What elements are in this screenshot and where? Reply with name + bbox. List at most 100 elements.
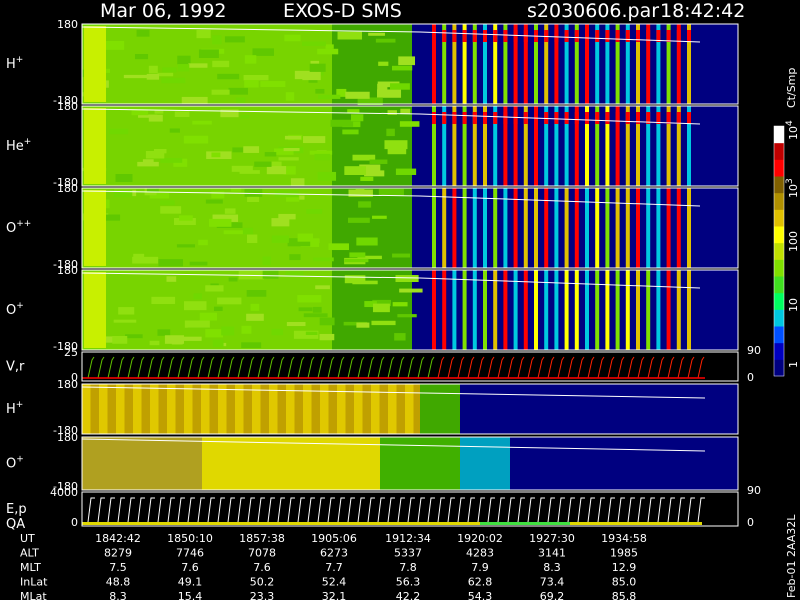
texture-cell — [145, 150, 165, 159]
velocity-mark — [257, 356, 265, 379]
ep-mark — [307, 497, 315, 523]
energy-stripe — [252, 384, 261, 434]
ep-mark — [397, 497, 405, 523]
texture-cell — [317, 48, 339, 55]
ep-mark — [547, 497, 555, 523]
velocity-mark — [117, 356, 125, 379]
texture-cell — [336, 88, 347, 97]
texture-cell — [198, 239, 208, 246]
species-sup: + — [16, 55, 24, 65]
ep-mark — [667, 497, 675, 523]
header-instrument: EXOS-D SMS — [283, 0, 402, 22]
peak-mark — [625, 30, 630, 42]
velocity-mark — [597, 356, 605, 379]
header-date: Mar 06, 1992 — [100, 0, 227, 22]
spin-stripe — [687, 106, 691, 186]
table-cell: 1920:02 — [457, 532, 503, 545]
y-min-label: -180 — [53, 94, 78, 107]
velocity-mark — [647, 356, 655, 379]
table-cell: 1842:42 — [95, 532, 141, 545]
texture-cell — [314, 153, 331, 161]
texture-cell — [344, 258, 369, 263]
texture-cell — [137, 161, 159, 167]
table-cell: 1857:38 — [239, 532, 285, 545]
table-cell: 8.3 — [543, 561, 561, 574]
ep-mark — [687, 497, 695, 523]
velocity-mark — [457, 356, 465, 379]
texture-cell — [285, 271, 304, 276]
texture-cell — [398, 56, 416, 66]
energy-stripe — [99, 384, 108, 434]
texture-cell — [162, 67, 177, 73]
velocity-mark — [427, 356, 435, 379]
spin-stripe — [483, 106, 487, 186]
velocity-mark — [357, 356, 365, 379]
texture-cell — [297, 295, 322, 303]
texture-cell — [400, 108, 411, 114]
energy-stripe — [141, 384, 150, 434]
energy-stripe — [320, 384, 329, 434]
table-cell: 7.9 — [471, 561, 489, 574]
texture-cell — [205, 329, 223, 338]
velocity-mark — [507, 356, 515, 379]
spin-stripe — [493, 106, 498, 186]
velocity-mark — [367, 356, 375, 379]
peak-mark — [646, 112, 651, 124]
texture-cell — [278, 157, 299, 161]
texture-cell — [169, 128, 180, 133]
ep-mark — [517, 497, 525, 523]
velocity-mark — [247, 356, 255, 379]
spin-stripe — [483, 270, 487, 350]
energy-stripe — [379, 384, 388, 434]
velocity-mark — [657, 356, 665, 379]
velocity-mark — [217, 356, 225, 379]
right-axis-label: 0 — [747, 516, 754, 529]
ep-mark — [137, 497, 145, 523]
peak-mark — [687, 30, 691, 42]
panels-layer: 180-180H+180-180He+180-180O++180-180O+90… — [6, 18, 761, 532]
peak-mark — [605, 112, 610, 124]
peak-mark — [646, 30, 651, 42]
texture-cell — [158, 259, 184, 267]
colorbar-segment — [774, 209, 784, 227]
velocity-mark — [497, 356, 505, 379]
spin-stripe — [636, 270, 640, 350]
energy-stripe — [413, 384, 422, 434]
velocity-mark — [447, 356, 455, 379]
texture-cell — [355, 189, 365, 197]
spin-stripe — [452, 188, 457, 268]
peak-mark — [513, 112, 518, 124]
trace-line — [81, 272, 701, 289]
texture-cell — [347, 109, 360, 114]
texture-cell — [283, 147, 300, 152]
colorbar-segment — [774, 226, 784, 244]
ep-mark — [227, 497, 235, 523]
texture-cell — [217, 297, 242, 305]
energy-stripe — [396, 384, 405, 434]
spin-stripe — [513, 270, 518, 350]
ep-mark — [617, 497, 625, 523]
peak-mark — [666, 30, 671, 42]
velocity-mark — [167, 356, 175, 379]
spin-stripe — [493, 24, 498, 104]
panel-o-plus-plus: 180 -180 O++ — [6, 182, 739, 271]
spin-stripe — [513, 106, 518, 186]
spin-stripe — [493, 188, 498, 268]
spin-stripe — [615, 188, 620, 268]
velocity-mark — [637, 356, 645, 379]
panel-ep-qa: 4000 0 E,pQA 0 — [6, 486, 754, 532]
velocity-mark — [267, 356, 275, 379]
spin-stripe — [523, 270, 528, 350]
energy-stripe — [192, 384, 201, 434]
spin-stripe — [472, 188, 477, 268]
texture-cell — [115, 174, 133, 182]
texture-cell — [220, 109, 239, 118]
texture-cell — [112, 335, 128, 344]
texture-cell — [118, 307, 135, 315]
texture-cell — [260, 81, 286, 87]
texture-cell — [247, 234, 258, 244]
peak-mark — [472, 112, 477, 124]
texture-cell — [244, 80, 259, 88]
colorbar-segment — [774, 142, 784, 160]
table-cell: 8.3 — [109, 590, 127, 600]
